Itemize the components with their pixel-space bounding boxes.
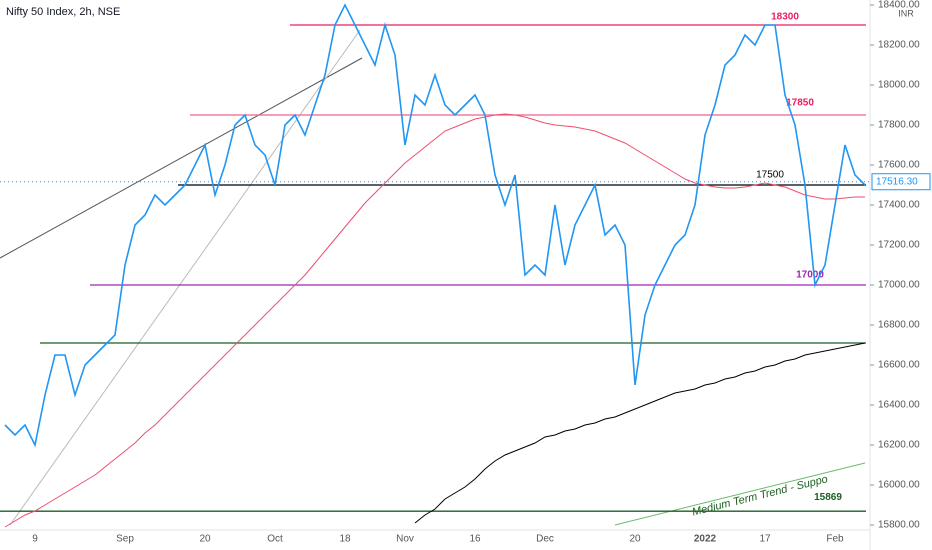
x-tick-label: 17 [759, 534, 771, 545]
y-tick-label: 17000.00 [878, 280, 920, 291]
last-price-label: 17516.30 [876, 176, 918, 187]
trend-line [0, 57, 363, 259]
series-line [414, 342, 866, 524]
y-tick-label: 18200.00 [878, 40, 920, 51]
x-tick-label: 16 [469, 534, 481, 545]
y-tick-label: 16200.00 [878, 440, 920, 451]
series-line [4, 3, 866, 448]
level-label: 18300 [771, 12, 799, 23]
currency: INR [898, 8, 914, 18]
x-tick-label: 2022 [694, 534, 717, 545]
x-tick-label: 18 [339, 534, 351, 545]
y-tick-label: 15800.00 [878, 520, 920, 531]
level-label: 15869 [814, 492, 842, 503]
series-line [4, 113, 865, 528]
y-tick-label: 16400.00 [878, 400, 920, 411]
x-tick-label: 20 [199, 534, 211, 545]
level-label: 17500 [756, 170, 784, 181]
y-tick-label: 18400.00 [878, 0, 920, 11]
y-tick-label: 17400.00 [878, 200, 920, 211]
x-tick-label: Nov [396, 534, 414, 545]
y-tick-label: 17600.00 [878, 160, 920, 171]
last-price-box [871, 173, 931, 191]
x-tick-label: Feb [826, 534, 844, 545]
y-tick-label: 17800.00 [878, 120, 920, 131]
trend-line [9, 29, 361, 526]
trend-line [614, 462, 866, 526]
x-tick-label: 20 [629, 534, 641, 545]
y-tick-label: 18000.00 [878, 80, 920, 91]
x-tick-label: 9 [32, 534, 38, 545]
y-tick-label: 17200.00 [878, 240, 920, 251]
y-tick-label: 16600.00 [878, 360, 920, 371]
level-label: 17850 [786, 98, 814, 109]
x-tick-label: Dec [536, 534, 554, 545]
chart-title: Nifty 50 Index, 2h, NSE [6, 6, 120, 18]
y-tick-label: 16000.00 [878, 480, 920, 491]
y-tick-label: 16800.00 [878, 320, 920, 331]
level-label: 17000 [796, 270, 824, 281]
x-tick-label: Oct [267, 534, 283, 545]
x-tick-label: Sep [116, 534, 134, 545]
